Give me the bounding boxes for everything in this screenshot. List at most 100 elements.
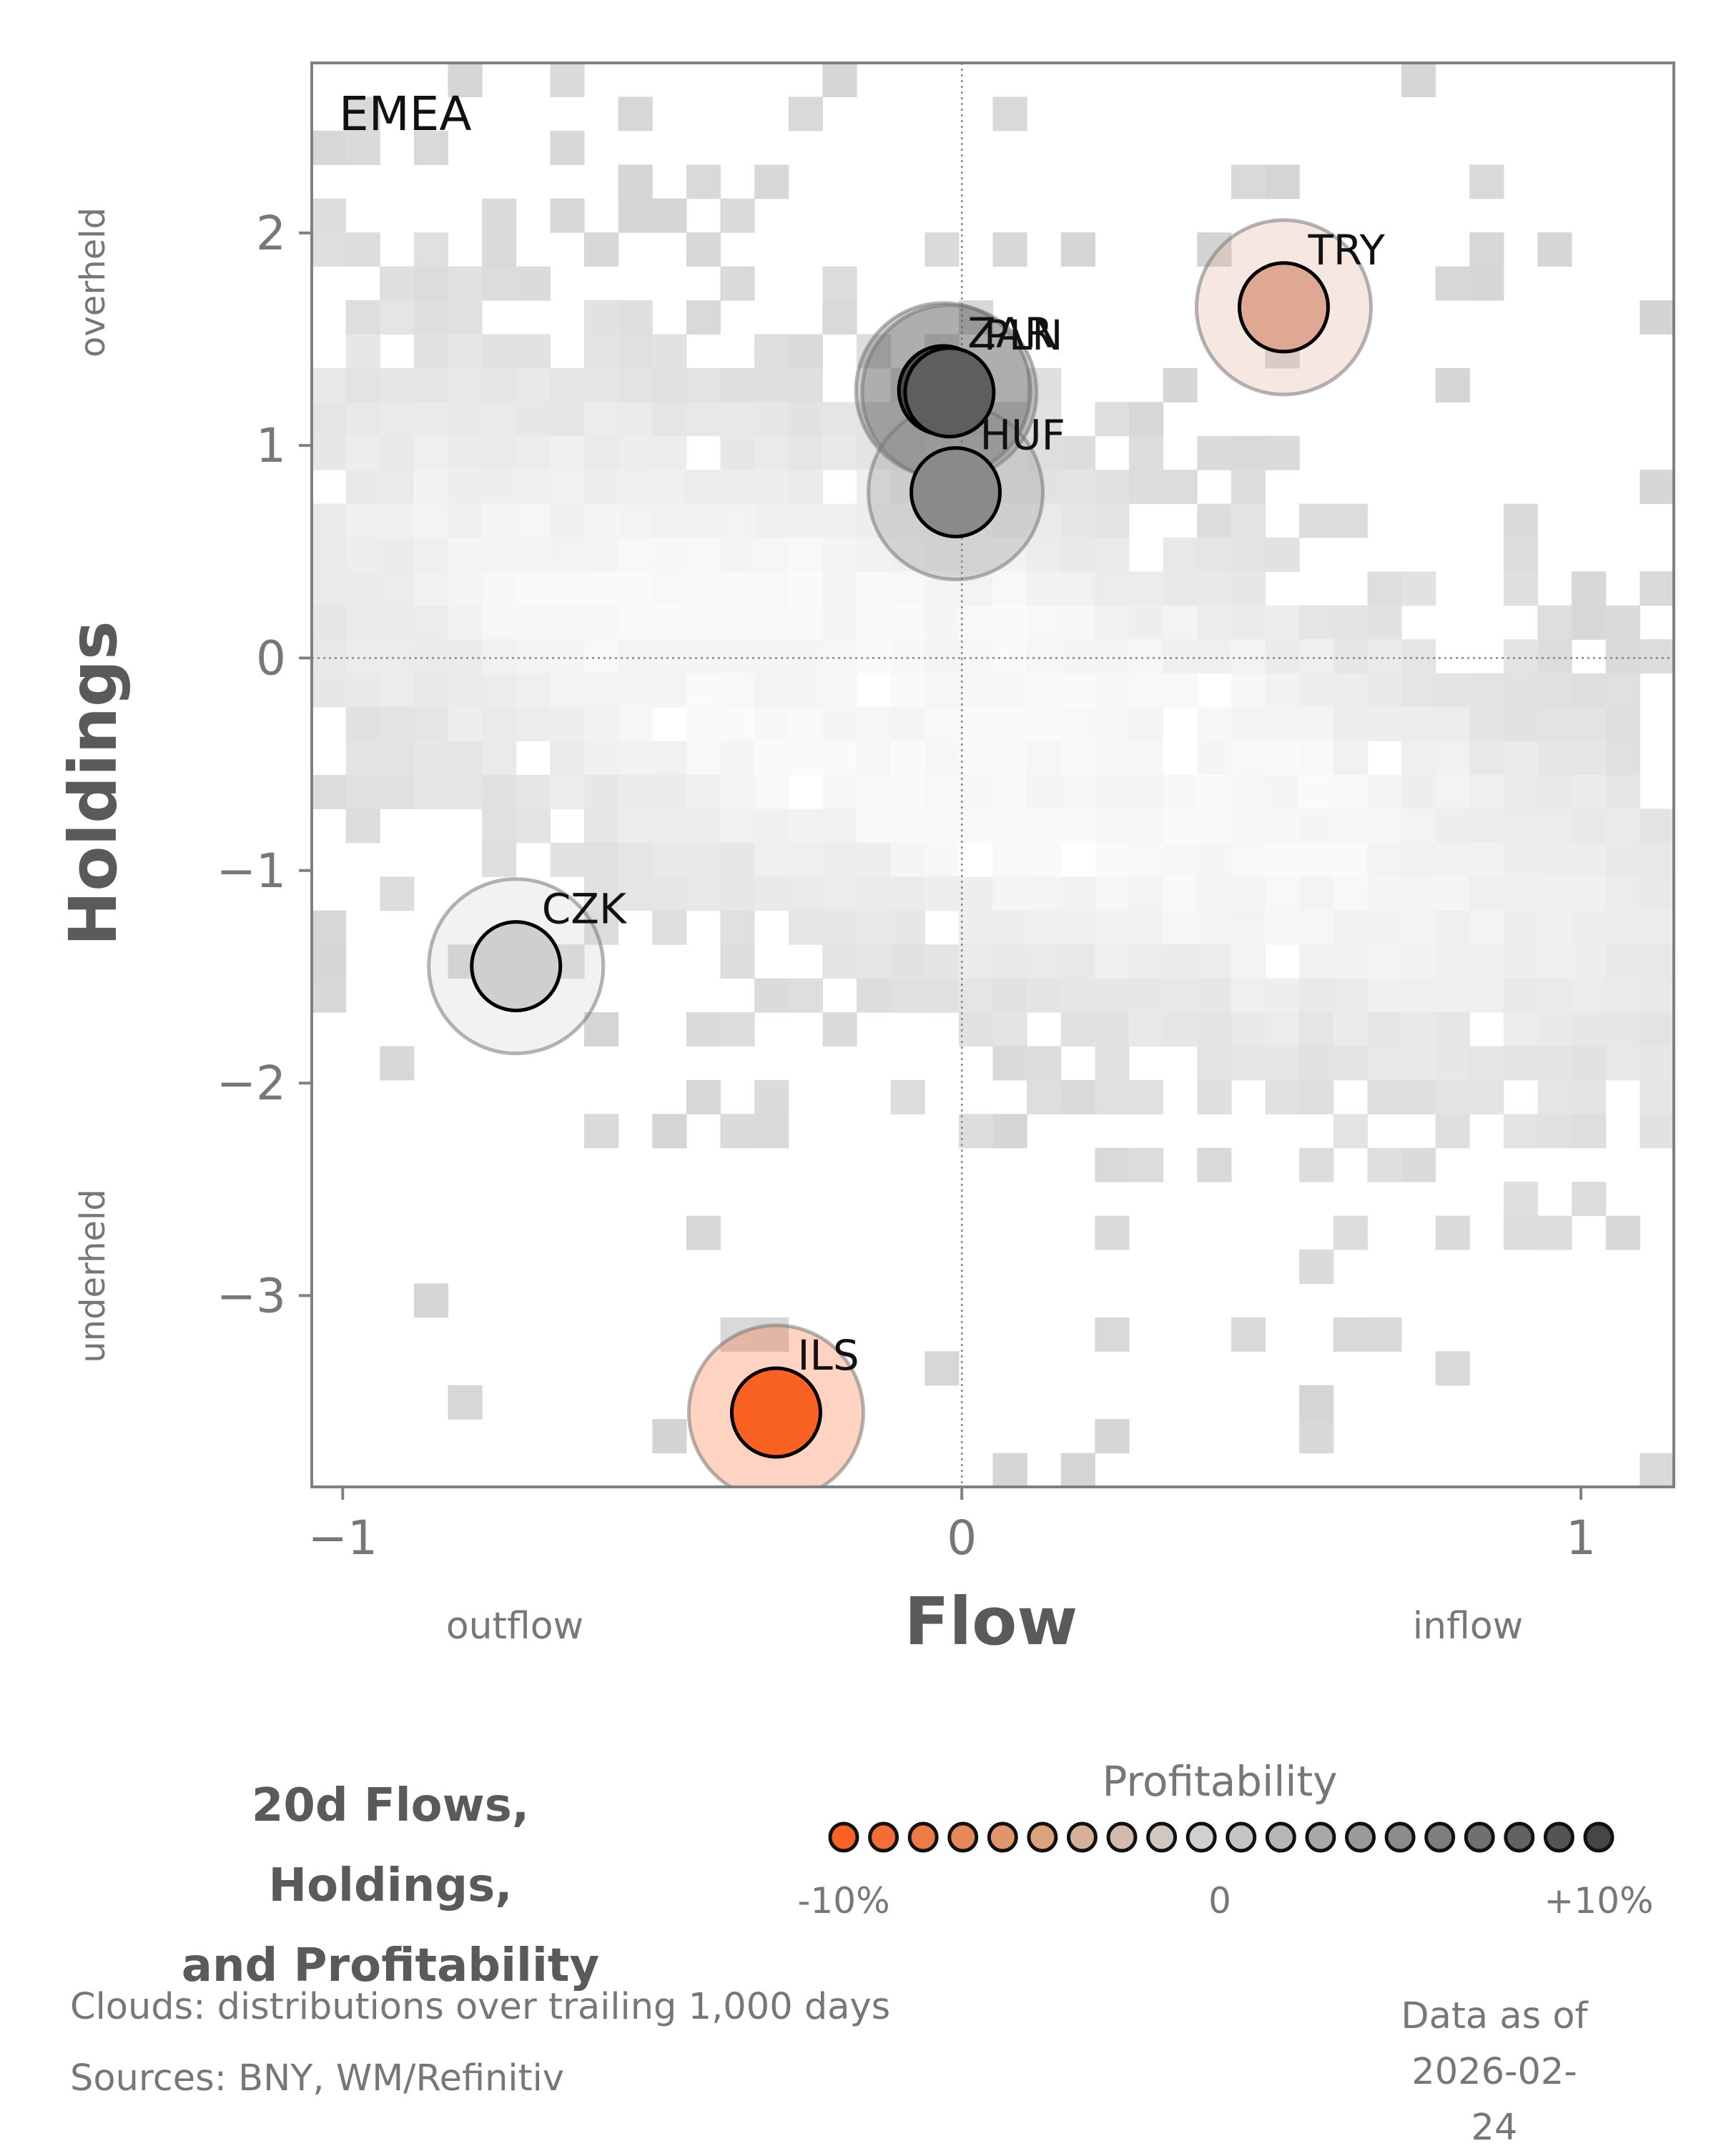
cloud-cell <box>1469 673 1504 708</box>
point-marker-try <box>1237 261 1330 354</box>
cloud-cell <box>1027 571 1062 606</box>
cloud-cell <box>1231 639 1266 674</box>
cloud-cell <box>1027 978 1062 1013</box>
cloud-cell <box>1163 978 1198 1013</box>
cloud-cell <box>1333 944 1368 979</box>
cloud-cell <box>1163 571 1198 606</box>
cloud-cell <box>1639 1012 1674 1047</box>
cloud-cell <box>1503 673 1539 708</box>
cloud-cell <box>857 842 892 877</box>
cloud-cell <box>1469 775 1504 809</box>
cloud-cell <box>1537 741 1572 776</box>
cloud-cell <box>1639 1114 1674 1149</box>
cloud-cell <box>992 97 1027 132</box>
cloud-cell <box>720 605 755 640</box>
cloud-cell <box>1469 944 1504 979</box>
cloud-cell <box>822 808 857 844</box>
cloud-cell <box>516 571 551 606</box>
profitability-swatch <box>1305 1821 1336 1853</box>
cloud-cell <box>1572 571 1607 606</box>
cloud-cell <box>686 367 721 402</box>
cloud-cell <box>992 775 1027 809</box>
cloud-cell <box>958 1012 994 1047</box>
plot-frame <box>310 61 1675 1488</box>
cloud-cell <box>1639 1453 1674 1487</box>
cloud-cell <box>1231 1317 1266 1352</box>
cloud-cell <box>1401 673 1436 708</box>
cloud-cell <box>1265 876 1300 911</box>
cloud-cell <box>1231 470 1266 505</box>
profitability-swatch <box>1265 1821 1296 1853</box>
cloud-cell <box>1197 605 1232 640</box>
cloud-cell <box>1503 842 1539 877</box>
cloud-cell <box>754 775 789 809</box>
cloud-cell <box>1572 775 1607 809</box>
cloud-cell <box>1605 775 1640 809</box>
cloud-cell <box>413 503 449 538</box>
cloud-cell <box>857 707 892 742</box>
cloud-cell <box>1027 1046 1062 1081</box>
cloud-cell <box>788 842 823 877</box>
cloud-cell <box>482 673 517 708</box>
cloud-cell <box>822 435 857 470</box>
cloud-cell <box>754 707 789 742</box>
cloud-cell <box>1469 232 1504 267</box>
data-as-of: Data as of 2026-02-24 <box>1394 1989 1594 2156</box>
cloud-cell <box>1197 876 1232 911</box>
cloud-cell <box>686 164 721 199</box>
cloud-cell <box>992 876 1027 911</box>
cloud-cell <box>1095 1012 1130 1047</box>
cloud-cell <box>1095 402 1130 437</box>
x-tick-label: −1 <box>308 1510 378 1566</box>
cloud-cell <box>448 266 483 301</box>
cloud-cell <box>1367 1046 1402 1081</box>
cloud-cell <box>380 741 415 776</box>
cloud-cell <box>822 876 857 911</box>
cloud-cell <box>345 334 380 369</box>
cloud-cell <box>345 300 380 335</box>
cloud-cell <box>1605 639 1640 674</box>
cloud-cell <box>1231 842 1266 877</box>
cloud-cell <box>1572 1046 1607 1081</box>
cloud-cell <box>1197 538 1232 572</box>
cloud-cell <box>1129 775 1164 809</box>
cloud-cell <box>1129 910 1164 945</box>
cloud-cell <box>1060 978 1095 1013</box>
cloud-cell <box>958 707 994 742</box>
cloud-cell <box>550 538 585 572</box>
cloud-cell <box>1231 503 1266 538</box>
cloud-cell <box>890 673 925 708</box>
cloud-cell <box>1129 707 1164 742</box>
cloud-cell <box>788 367 823 402</box>
cloud-cell <box>686 232 721 267</box>
cloud-cell <box>413 266 449 301</box>
cloud-cell <box>584 639 619 674</box>
cloud-cell <box>1197 232 1232 267</box>
cloud-cell <box>1197 842 1232 877</box>
cloud-cell <box>1333 808 1368 844</box>
cloud-cell <box>686 571 721 606</box>
cloud-cell <box>1163 775 1198 809</box>
cloud-cell <box>1333 673 1368 708</box>
cloud-cell <box>857 470 892 505</box>
cloud-cell <box>1401 639 1436 674</box>
cloud-cell <box>1435 876 1470 911</box>
cloud-cell <box>1060 605 1095 640</box>
cloud-cell <box>1503 876 1539 911</box>
cloud-cell <box>1537 910 1572 945</box>
cloud-cell <box>1639 639 1674 674</box>
cloud-cell <box>1095 571 1130 606</box>
cloud-cell <box>1469 707 1504 742</box>
cloud-cell <box>312 571 347 606</box>
cloud-cell <box>1231 775 1266 809</box>
cloud-cell <box>550 63 585 97</box>
cloud-cell <box>1060 232 1095 267</box>
cloud-cell <box>1401 1147 1436 1182</box>
cloud-cell <box>1469 164 1504 199</box>
cloud-cell <box>380 402 415 437</box>
cloud-cell <box>1299 639 1334 674</box>
cloud-cell <box>890 1079 925 1114</box>
cloud-cell <box>618 97 653 132</box>
profitability-swatch <box>1185 1821 1217 1853</box>
cloud-cell <box>1572 1114 1607 1149</box>
